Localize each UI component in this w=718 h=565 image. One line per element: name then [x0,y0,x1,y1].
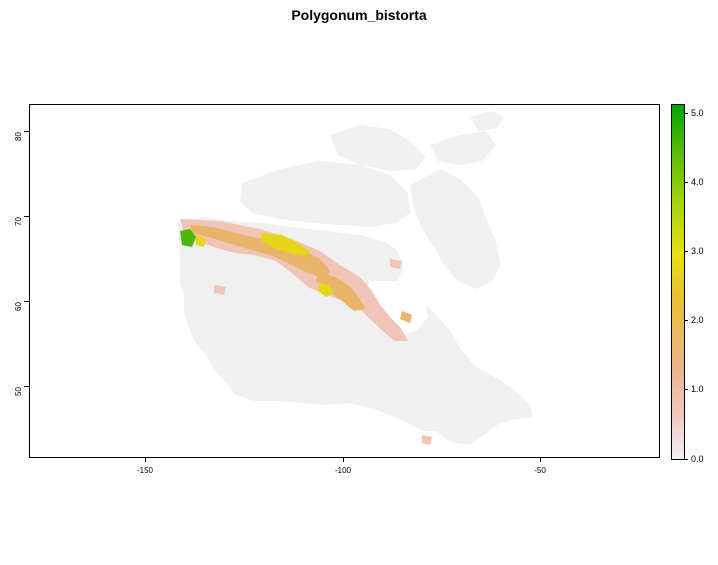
zone-low [180,219,408,341]
legend-label: 2.0 [691,315,704,325]
map-title: Polygonum_bistorta [291,7,427,23]
y-tick-mark [24,216,29,217]
map-raster [178,111,532,445]
y-tick-mark [24,301,29,302]
legend-label: 0.0 [691,454,704,464]
legend-tick [684,389,688,390]
legend-tick [684,320,688,321]
land-area [178,111,532,445]
y-tick-label: 70 [14,217,23,226]
zone-low-2 [400,311,412,323]
legend-label: 5.0 [691,108,704,118]
x-tick-label: -50 [534,466,546,475]
map-frame [29,104,660,458]
zone-top [180,229,196,247]
legend-tick [684,113,688,114]
legend-label: 4.0 [691,177,704,187]
zone-low-5 [422,435,432,445]
legend-tick [684,459,688,460]
legend-label: 3.0 [691,246,704,256]
x-tick-mark [145,457,146,462]
y-tick-label: 60 [14,302,23,311]
x-tick-label: -150 [136,466,154,475]
y-tick-label: 80 [14,132,23,141]
intensity-cells [180,219,432,445]
x-tick-label: -100 [334,466,352,475]
zone-high-2 [318,283,334,297]
x-tick-mark [343,457,344,462]
legend-label: 1.0 [691,384,704,394]
zone-mid-b [316,273,366,311]
x-tick-mark [540,457,541,462]
zone-low-3 [214,285,226,295]
zone-high [260,233,310,257]
legend-tick [684,182,688,183]
zone-high-3 [196,235,206,247]
y-tick-mark [24,131,29,132]
legend-tick [684,251,688,252]
zone-mid-a [190,225,330,279]
color-legend-bar [671,104,685,460]
y-tick-label: 50 [14,387,23,396]
y-tick-mark [24,386,29,387]
zone-low-4 [390,259,402,269]
